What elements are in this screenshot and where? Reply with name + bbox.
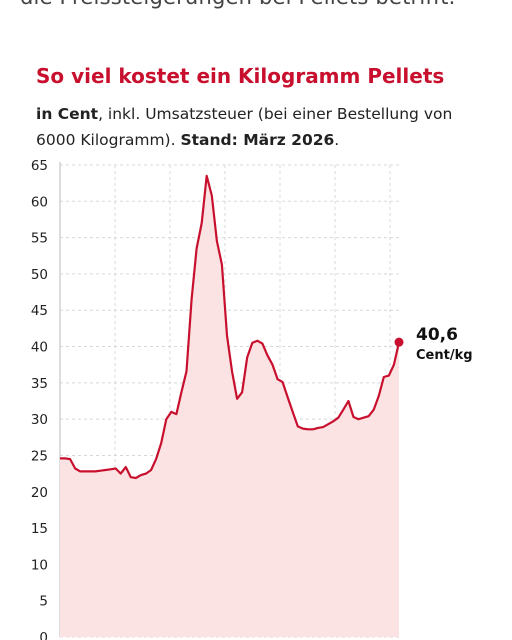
price-area xyxy=(60,175,399,637)
latest-price-marker xyxy=(394,337,404,347)
y-tick-label: 20 xyxy=(31,485,48,501)
article-text-fragment: die Preissteigerungen bei Pellets betrif… xyxy=(20,0,456,9)
y-tick-label: 55 xyxy=(31,231,48,247)
subtitle-note: , inkl. Umsatzsteuer (bei einer Bestellu… xyxy=(36,105,453,149)
subtitle-end: . xyxy=(334,131,340,149)
y-tick-label: 50 xyxy=(31,267,48,283)
y-tick-label: 60 xyxy=(31,194,48,210)
y-tick-label: 45 xyxy=(31,303,48,319)
y-tick-label: 40 xyxy=(31,340,48,356)
callout-value: 40,6 xyxy=(416,325,458,345)
chart-title: So viel kostet ein Kilogramm Pellets xyxy=(36,64,445,88)
chart-subtitle: in Cent, inkl. Umsatzsteuer (bei einer B… xyxy=(36,101,486,153)
y-tick-label: 35 xyxy=(31,376,48,392)
subtitle-unit: in Cent xyxy=(36,105,99,123)
y-tick-label: 25 xyxy=(31,448,48,464)
y-axis: 0 5 10 15 20 25 30 35 40 45 50 55 60 65 xyxy=(31,158,61,640)
subtitle-date: Stand: März 2026 xyxy=(180,131,335,149)
y-tick-label: 5 xyxy=(39,594,48,610)
y-tick-label: 15 xyxy=(31,521,48,537)
price-line xyxy=(60,174,401,480)
callout-unit: Cent/kg xyxy=(416,348,473,363)
y-tick-label: 65 xyxy=(31,158,48,174)
y-tick-label: 10 xyxy=(31,557,48,573)
y-tick-label: 0 xyxy=(39,630,48,640)
y-tick-label: 30 xyxy=(31,412,48,428)
